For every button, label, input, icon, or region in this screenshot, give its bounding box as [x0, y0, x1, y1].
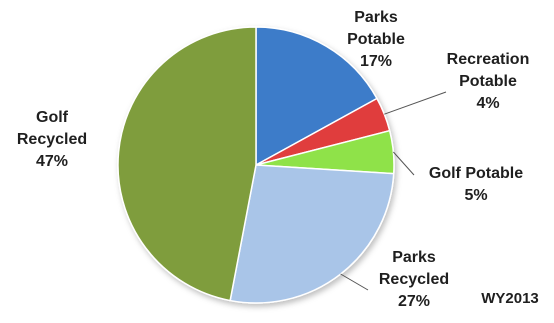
leader-line-recreation-potable [384, 91, 447, 115]
chart-annotation: WY2013 [481, 290, 539, 307]
slice-golf-recycled [117, 26, 257, 302]
label-golf-recycled: Golf Recycled 47% [17, 109, 87, 170]
leader-lines [340, 91, 447, 291]
label-recreation-potable: Recreation Potable 4% [447, 51, 530, 112]
label-parks-recycled: Parks Recycled 27% [379, 249, 449, 310]
label-parks-potable: Parks Potable 17% [347, 9, 405, 70]
slice-parks-recycled [229, 164, 395, 304]
slice-labels: Parks Potable 17% Recreation Potable 4% Golf P… [17, 9, 529, 310]
label-golf-potable: Golf Potable 5% [429, 165, 523, 204]
slice-parks-potable [255, 26, 378, 167]
leader-line-parks-recycled [340, 273, 369, 291]
pie-slices [117, 26, 395, 304]
leader-line-golf-potable [393, 151, 415, 176]
